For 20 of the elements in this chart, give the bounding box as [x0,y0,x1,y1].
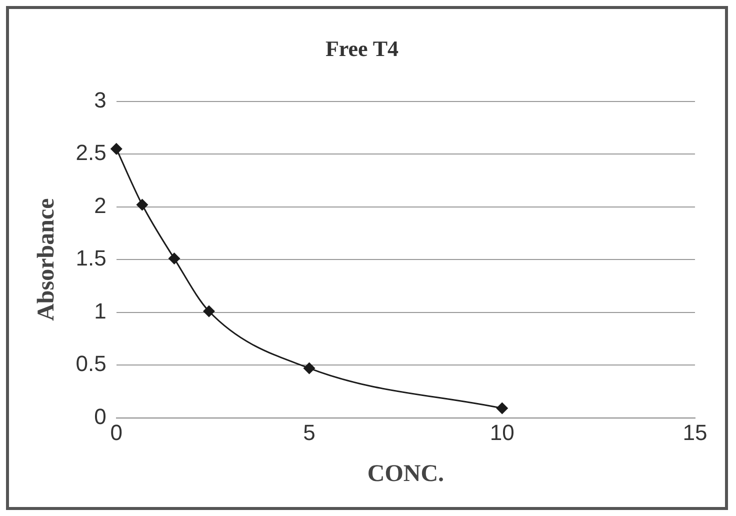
point [136,198,148,211]
y-tick-label: 1 [94,298,106,324]
y-tick-label: 1.5 [76,246,106,271]
point [168,252,180,265]
x-tick-label: 5 [303,420,316,446]
x-tick-label: 10 [490,420,514,446]
point [202,305,215,318]
y-axis-title: Absorbance [34,198,60,321]
y-tick-label: 0 [94,404,106,429]
point [496,402,508,414]
y-tick-label: 2 [94,192,106,218]
y-tick-label: 3 [94,87,106,112]
x-axis-title: CONC. [367,460,444,487]
x-tick-label: 0 [110,420,123,446]
point [303,362,316,374]
y-tick-label: 0.5 [76,351,106,376]
y-tick-label: 2.5 [76,140,106,166]
point [110,142,122,155]
chart-title: Free T4 [325,36,399,61]
x-tick-label: 15 [682,420,708,446]
